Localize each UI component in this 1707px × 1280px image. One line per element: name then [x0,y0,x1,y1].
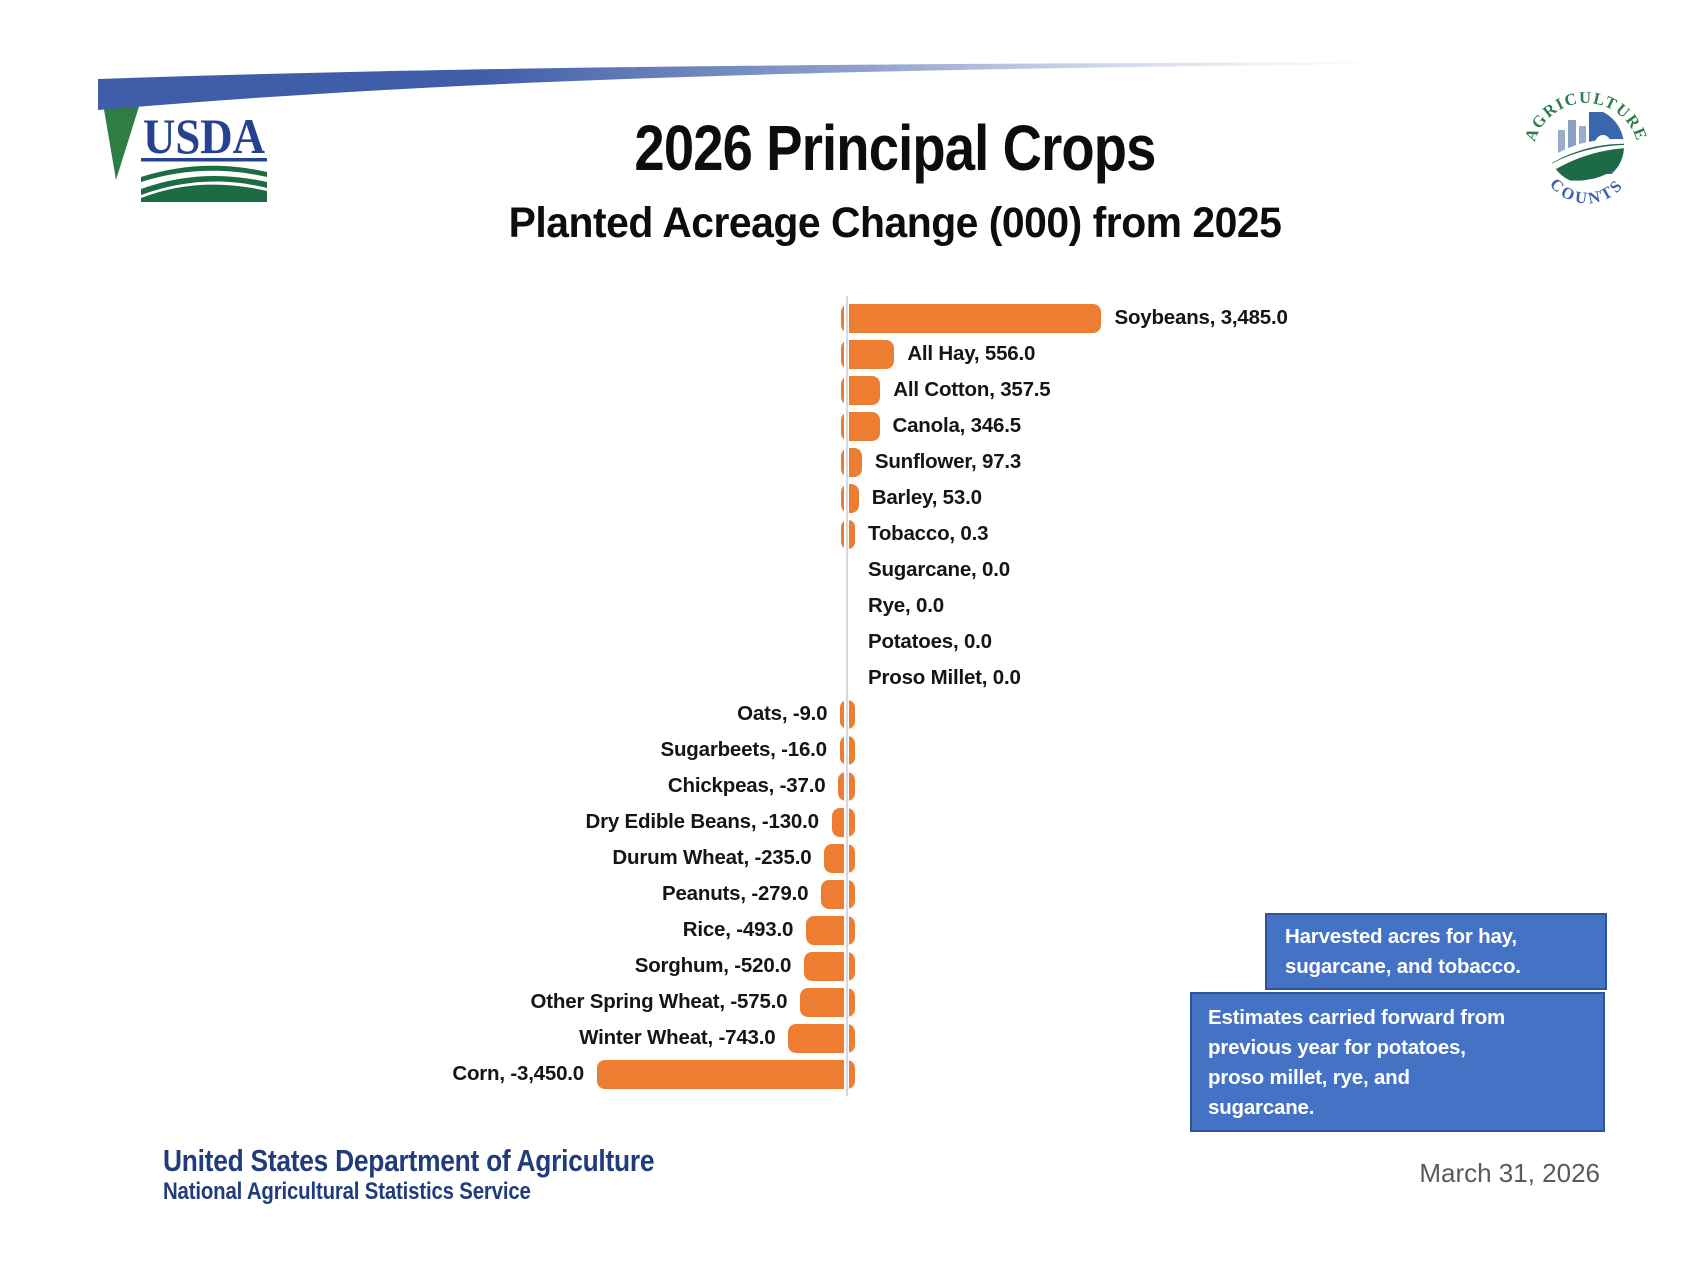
note-box-harvested: Harvested acres for hay, sugarcane, and … [1265,913,1607,990]
footer-service: National Agricultural Statistics Service [163,1178,531,1205]
page-subtitle: Planted Acreage Change (000) from 2025 [508,199,1282,247]
bar-label-rice: Rice, -493.0 [682,918,794,941]
bar-label-winter-wheat: Winter Wheat, -743.0 [579,1026,776,1049]
agriculture-counts-logo: AGRICULTURE COUNTS [1520,88,1650,208]
page-title: 2026 Principal Crops [634,112,1156,184]
bar-label-oats: Oats, -9.0 [737,702,828,725]
usda-logo: USDA [141,108,267,202]
bar-label-durum-wheat: Durum Wheat, -235.0 [612,846,812,869]
bar-label-all-cotton: All Cotton, 357.5 [893,378,1051,401]
header-swoosh [98,62,1392,180]
bar-label-canola: Canola, 346.5 [892,414,1022,437]
bar-all-hay [841,339,895,369]
bar-label-potatoes: Potatoes, 0.0 [868,630,992,653]
bar-corn [597,1059,855,1089]
bar-label-peanuts: Peanuts, -279.0 [662,882,809,905]
usda-wordmark: USDA [143,108,265,164]
bar-label-all-hay: All Hay, 556.0 [907,342,1036,365]
footer-department: United States Department of Agriculture [163,1143,655,1178]
bar-peanuts [821,879,855,909]
usda-field-symbol [141,165,267,182]
release-date: March 31, 2026 [1419,1158,1600,1188]
bar-soybeans [841,303,1102,333]
bar-durum-wheat [824,843,855,873]
zero-axis-line [846,296,848,1096]
bar-label-sunflower: Sunflower, 97.3 [874,450,1022,473]
bar-label-soybeans: Soybeans, 3,485.0 [1114,306,1288,329]
usda-green-wedge [100,86,142,180]
bar-label-dry-edible-beans: Dry Edible Beans, -130.0 [585,810,819,833]
bar-label-chickpeas: Chickpeas, -37.0 [667,774,826,797]
note-box-estimates: Estimates carried forward from previous … [1190,992,1605,1132]
bar-dry-edible-beans [831,807,855,837]
bar-label-proso-millet: Proso Millet, 0.0 [868,666,1021,689]
bar-label-sugarcane: Sugarcane, 0.0 [868,558,1010,581]
bar-label-sugarbeets: Sugarbeets, -16.0 [660,738,828,761]
bar-label-other-spring-wheat: Other Spring Wheat, -575.0 [530,990,788,1013]
bar-label-barley: Barley, 53.0 [871,486,982,509]
bar-label-tobacco: Tobacco, 0.3 [868,522,989,545]
bar-winter-wheat [788,1023,855,1053]
bar-label-rye: Rye, 0.0 [868,594,944,617]
bar-label-corn: Corn, -3,450.0 [452,1062,584,1085]
bar-label-sorghum: Sorghum, -520.0 [634,954,792,977]
